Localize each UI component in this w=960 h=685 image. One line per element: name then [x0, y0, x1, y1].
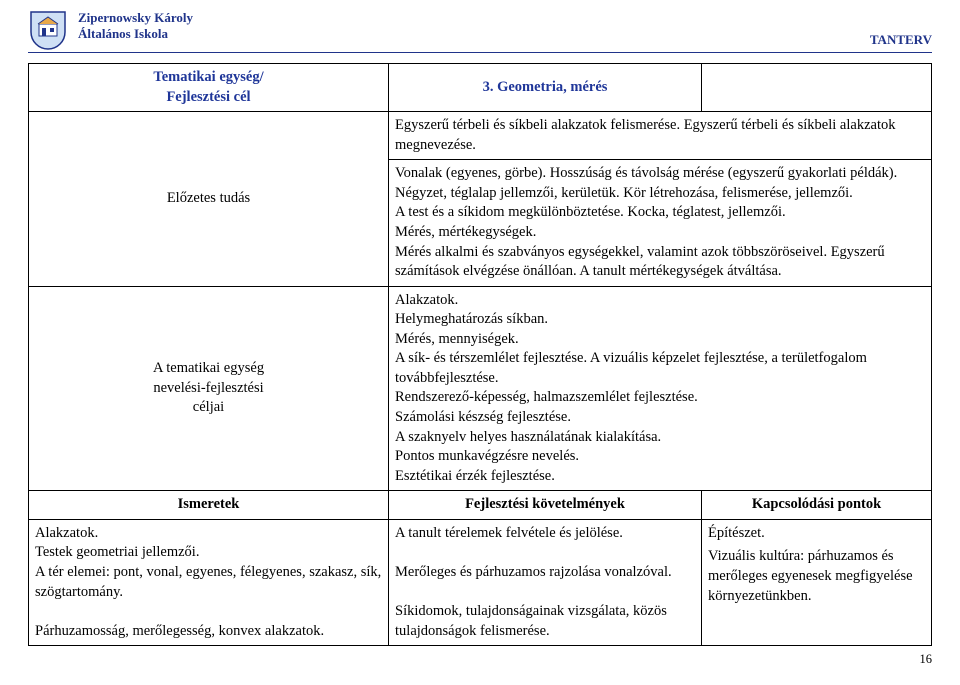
subhead-ismeretek: Ismeretek: [29, 491, 389, 520]
row-prior-knowledge-1: Előzetes tudás Egyszerű térbeli és síkbe…: [29, 112, 932, 160]
subhead-kapcsolodasi: Kapcsolódási pontok: [702, 491, 932, 520]
row-subhead: Ismeretek Fejlesztési követelmények Kapc…: [29, 491, 932, 520]
curriculum-table: Tematikai egység/ Fejlesztési cél 3. Geo…: [28, 63, 932, 646]
prior-knowledge-para2: Vonalak (egyenes, görbe). Hosszúság és t…: [389, 160, 932, 286]
page-header: Zipernowsky Károly Általános Iskola TANT…: [28, 10, 932, 53]
subhead-fejlesztesi: Fejlesztési követelmények: [389, 491, 702, 520]
goals-label: A tematikai egység nevelési-fejlesztési …: [29, 286, 389, 491]
thematic-unit-label: Tematikai egység/ Fejlesztési cél: [29, 64, 389, 112]
kapcs-p2: Vizuális kultúra: párhuzamos és merőlege…: [708, 547, 925, 606]
row-thematic-unit: Tematikai egység/ Fejlesztési cél 3. Geo…: [29, 64, 932, 112]
kapcs-p1: Építészet.: [708, 524, 925, 544]
content-ismeretek: Alakzatok. Testek geometriai jellemzői. …: [29, 519, 389, 645]
content-kapcsolodasi: Építészet. Vizuális kultúra: párhuzamos …: [702, 519, 932, 645]
thematic-unit-title: 3. Geometria, mérés: [389, 64, 702, 112]
thematic-unit-empty: [702, 64, 932, 112]
page-number: 16: [28, 646, 932, 667]
school-crest-icon: [28, 10, 68, 50]
school-name-line1: Zipernowsky Károly: [78, 10, 870, 26]
header-right-label: TANTERV: [870, 32, 932, 50]
row-goals: A tematikai egység nevelési-fejlesztési …: [29, 286, 932, 491]
school-name: Zipernowsky Károly Általános Iskola: [78, 10, 870, 43]
goals-body: Alakzatok. Helymeghatározás síkban. Méré…: [389, 286, 932, 491]
prior-knowledge-label: Előzetes tudás: [29, 112, 389, 287]
school-name-line2: Általános Iskola: [78, 26, 870, 42]
page: Zipernowsky Károly Általános Iskola TANT…: [0, 0, 960, 685]
row-content: Alakzatok. Testek geometriai jellemzői. …: [29, 519, 932, 645]
content-fejlesztesi: A tanult térelemek felvétele és jelölése…: [389, 519, 702, 645]
prior-knowledge-para1: Egyszerű térbeli és síkbeli alakzatok fe…: [389, 112, 932, 160]
